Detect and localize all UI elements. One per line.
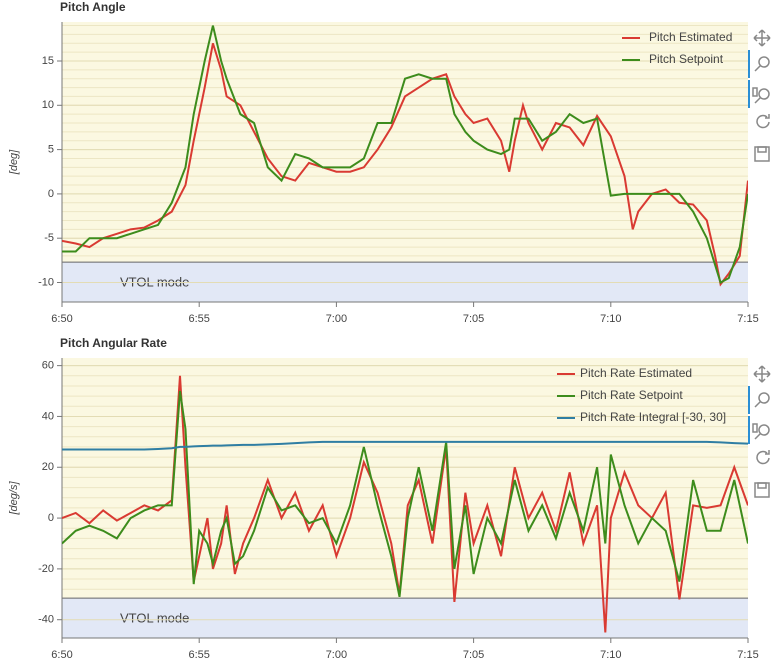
y-tick-label: 15 bbox=[42, 55, 54, 67]
x-tick-label: 7:00 bbox=[326, 649, 347, 661]
x-tick-label: 7:10 bbox=[600, 313, 621, 325]
wheel-zoom-tool[interactable] bbox=[752, 87, 770, 104]
save-tool[interactable] bbox=[754, 146, 770, 162]
y-tick-label: 0 bbox=[48, 512, 54, 524]
legend-label: Pitch Rate Setpoint bbox=[580, 388, 683, 402]
series-line bbox=[62, 375, 748, 633]
x-tick-label: 7:05 bbox=[463, 313, 484, 325]
reset-tool[interactable] bbox=[756, 450, 770, 465]
plot-background bbox=[62, 22, 748, 302]
chart-title: Pitch Angle bbox=[60, 0, 126, 14]
x-tick-label: 6:50 bbox=[51, 313, 72, 325]
series-line bbox=[62, 25, 748, 284]
chart-title: Pitch Angular Rate bbox=[60, 336, 167, 350]
y-tick-label: 60 bbox=[42, 360, 54, 372]
y-tick-label: 20 bbox=[42, 461, 54, 473]
wheel-zoom-tool[interactable] bbox=[752, 423, 770, 440]
x-tick-label: 6:55 bbox=[188, 313, 209, 325]
x-tick-label: 6:50 bbox=[51, 649, 72, 661]
pan-tool[interactable] bbox=[753, 29, 771, 47]
legend-label: Pitch Setpoint bbox=[649, 52, 724, 66]
x-tick-label: 7:00 bbox=[326, 313, 347, 325]
y-axis-label: [deg/s] bbox=[8, 481, 20, 516]
y-tick-label: -5 bbox=[44, 232, 54, 244]
y-tick-label: 10 bbox=[42, 99, 54, 111]
legend-label: Pitch Estimated bbox=[649, 30, 732, 44]
legend-label: Pitch Rate Estimated bbox=[580, 366, 692, 380]
vtol-band-label: VTOL mode bbox=[120, 610, 189, 625]
pan-tool[interactable] bbox=[753, 365, 771, 383]
x-tick-label: 7:05 bbox=[463, 649, 484, 661]
zoom-tool[interactable] bbox=[754, 56, 770, 72]
y-tick-label: -40 bbox=[38, 614, 54, 626]
x-tick-label: 6:55 bbox=[188, 649, 209, 661]
vtol-band bbox=[62, 598, 748, 638]
save-tool[interactable] bbox=[754, 482, 770, 498]
y-tick-label: -10 bbox=[38, 276, 54, 288]
toolbar bbox=[748, 29, 771, 498]
y-axis-label: [deg] bbox=[8, 149, 20, 175]
vtol-band-label: VTOL mode bbox=[120, 275, 189, 290]
zoom-tool[interactable] bbox=[754, 392, 770, 408]
x-tick-label: 7:10 bbox=[600, 649, 621, 661]
reset-tool[interactable] bbox=[756, 114, 770, 129]
legend-label: Pitch Rate Integral [-30, 30] bbox=[580, 410, 726, 424]
y-tick-label: -20 bbox=[38, 563, 54, 575]
series-line bbox=[62, 390, 748, 598]
series-line bbox=[62, 440, 748, 451]
y-tick-label: 5 bbox=[48, 144, 54, 156]
x-tick-label: 7:15 bbox=[737, 313, 758, 325]
x-tick-label: 7:15 bbox=[737, 649, 758, 661]
y-tick-label: 40 bbox=[42, 410, 54, 422]
y-tick-label: 0 bbox=[48, 188, 54, 200]
